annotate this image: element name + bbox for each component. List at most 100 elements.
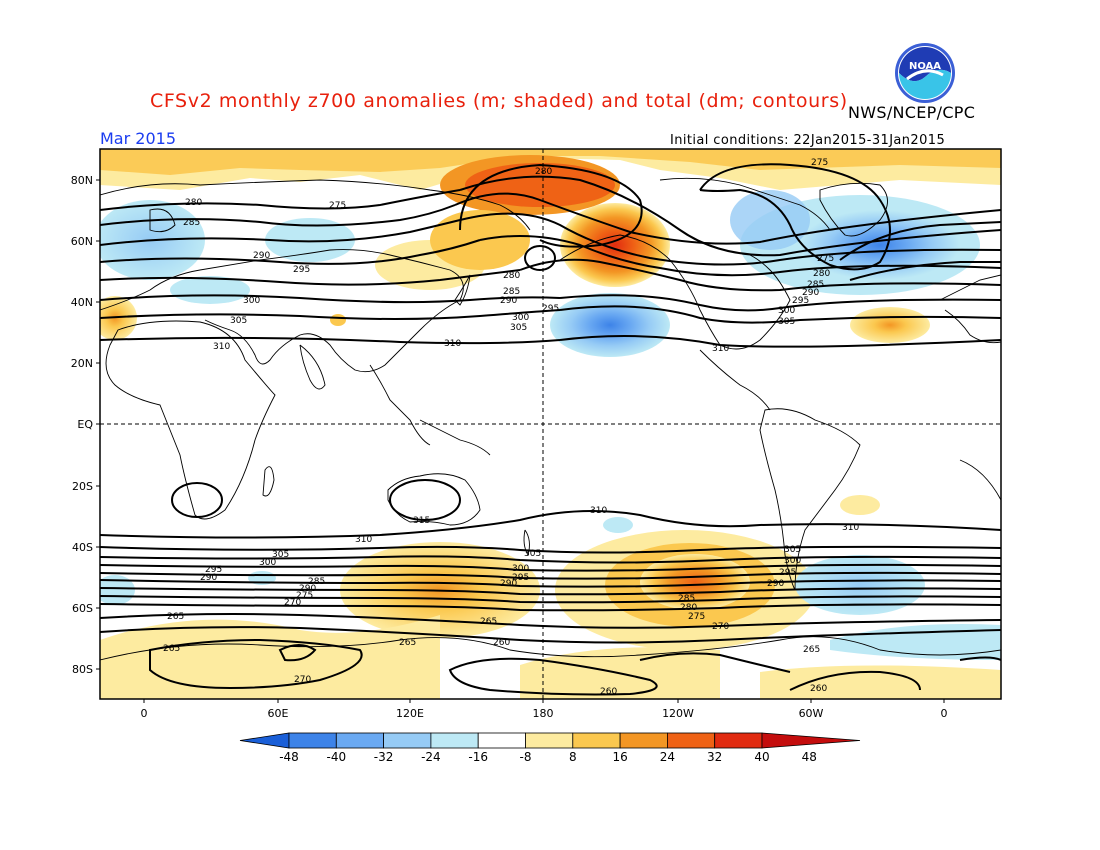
svg-text:260: 260 <box>810 684 827 694</box>
height-contours <box>100 163 1001 696</box>
svg-text:310: 310 <box>712 344 729 354</box>
svg-text:120E: 120E <box>396 707 424 720</box>
svg-text:305: 305 <box>510 323 527 333</box>
svg-text:265: 265 <box>803 645 820 655</box>
svg-text:300: 300 <box>512 564 529 574</box>
svg-text:260: 260 <box>493 638 510 648</box>
svg-text:280: 280 <box>680 603 697 613</box>
lat-ticks <box>96 179 100 670</box>
svg-text:260: 260 <box>600 687 617 697</box>
svg-text:275: 275 <box>688 612 705 622</box>
colorbar-label: 16 <box>612 750 627 764</box>
svg-text:290: 290 <box>253 251 270 261</box>
svg-text:305: 305 <box>784 545 801 555</box>
svg-text:295: 295 <box>792 296 809 306</box>
colorbar-label: 40 <box>754 750 769 764</box>
colorbar-label: -32 <box>374 750 394 764</box>
svg-text:40S: 40S <box>72 541 93 554</box>
svg-text:295: 295 <box>779 568 796 578</box>
svg-text:20N: 20N <box>71 357 93 370</box>
noaa-logo-icon: NOAA <box>895 43 955 103</box>
svg-text:120W: 120W <box>662 707 694 720</box>
colorbar-swatch <box>288 732 337 749</box>
svg-text:60S: 60S <box>72 602 93 615</box>
colorbar-swatch <box>714 732 763 749</box>
svg-text:300: 300 <box>512 313 529 323</box>
colorbar-label: -24 <box>421 750 441 764</box>
colorbar-swatch <box>619 732 668 749</box>
latitude-labels: 80N 60N 40N 20N EQ 20S 40S 60S 80S <box>71 174 94 676</box>
svg-text:80S: 80S <box>72 663 93 676</box>
svg-text:270: 270 <box>294 675 311 685</box>
south-america-coast <box>759 408 861 591</box>
svg-text:265: 265 <box>399 638 416 648</box>
svg-text:290: 290 <box>500 579 517 589</box>
svg-text:315: 315 <box>413 516 430 526</box>
svg-text:310: 310 <box>444 339 461 349</box>
svg-text:60N: 60N <box>71 235 93 248</box>
colorbar: -48 -40 -32 -24 -16 -8 8 16 24 32 40 48 <box>239 732 861 764</box>
svg-text:EQ: EQ <box>77 418 93 431</box>
initial-conditions: Initial conditions: 22Jan2015-31Jan2015 <box>670 133 946 148</box>
svg-text:305: 305 <box>524 549 541 559</box>
australia-coast <box>387 473 481 526</box>
svg-text:290: 290 <box>767 579 784 589</box>
svg-text:265: 265 <box>167 612 184 622</box>
svg-text:310: 310 <box>355 535 372 545</box>
svg-text:290: 290 <box>200 573 217 583</box>
svg-text:300: 300 <box>259 558 276 568</box>
svg-text:280: 280 <box>813 269 830 279</box>
africa-coast <box>105 320 276 520</box>
svg-text:275: 275 <box>811 158 828 168</box>
svg-text:305: 305 <box>272 550 289 560</box>
svg-text:295: 295 <box>542 304 559 314</box>
svg-text:0: 0 <box>941 707 948 720</box>
colorbar-label: 32 <box>707 750 722 764</box>
svg-text:310: 310 <box>842 523 859 533</box>
svg-text:275: 275 <box>296 591 313 601</box>
svg-text:285: 285 <box>183 218 200 228</box>
svg-text:280: 280 <box>185 198 202 208</box>
svg-text:295: 295 <box>512 573 529 583</box>
colorbar-swatch <box>667 732 716 749</box>
svg-text:295: 295 <box>293 265 310 275</box>
svg-text:270: 270 <box>712 622 729 632</box>
svg-text:305: 305 <box>230 316 247 326</box>
colorbar-label: -8 <box>520 750 532 764</box>
colorbar-left-arrow <box>239 732 290 749</box>
eurasia-coast <box>100 249 464 373</box>
chart-title: CFSv2 monthly z700 anomalies (m; shaded)… <box>150 90 848 112</box>
svg-text:265: 265 <box>480 617 497 627</box>
svg-text:290: 290 <box>500 296 517 306</box>
svg-text:310: 310 <box>213 342 230 352</box>
svg-text:295: 295 <box>205 565 222 575</box>
colorbar-swatch <box>572 732 621 749</box>
svg-text:300: 300 <box>243 296 260 306</box>
svg-text:290: 290 <box>802 288 819 298</box>
agency-label: NWS/NCEP/CPC <box>848 103 976 122</box>
svg-text:285: 285 <box>308 577 325 587</box>
colorbar-label: -40 <box>326 750 346 764</box>
svg-text:0: 0 <box>141 707 148 720</box>
noaa-logo-text: NOAA <box>909 61 941 72</box>
colorbar-swatch <box>477 732 526 749</box>
svg-text:300: 300 <box>778 306 795 316</box>
colorbar-label: 24 <box>660 750 675 764</box>
valid-month: Mar 2015 <box>100 129 176 148</box>
svg-text:60W: 60W <box>799 707 824 720</box>
colorbar-swatch <box>430 732 479 749</box>
colorbar-swatch <box>335 732 384 749</box>
colorbar-label: -48 <box>279 750 299 764</box>
svg-text:285: 285 <box>503 287 520 297</box>
svg-text:285: 285 <box>807 280 824 290</box>
colorbar-label: 8 <box>569 750 577 764</box>
svg-text:300: 300 <box>784 556 801 566</box>
svg-text:180: 180 <box>533 707 554 720</box>
svg-text:40N: 40N <box>71 296 93 309</box>
contour-labels: 280 275 280 275 285 290 295 300 305 310 … <box>163 158 859 697</box>
svg-text:290: 290 <box>299 584 316 594</box>
coastlines <box>100 177 1001 661</box>
colorbar-swatch <box>525 732 574 749</box>
svg-text:60E: 60E <box>268 707 289 720</box>
